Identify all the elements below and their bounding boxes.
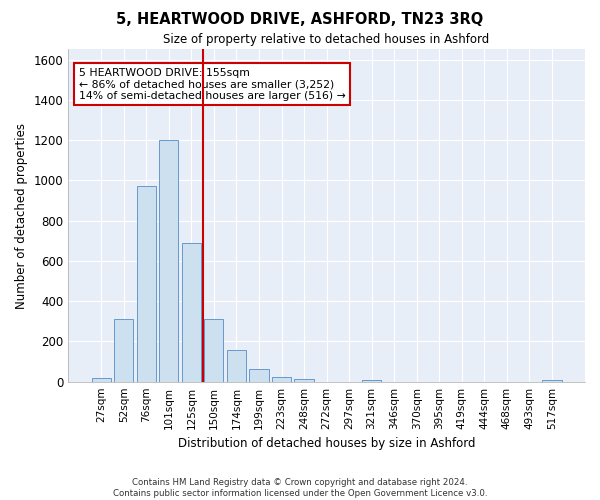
Bar	[92, 378, 111, 382]
Bar	[182, 242, 201, 382]
Bar	[250, 368, 269, 382]
Bar	[159, 140, 178, 382]
X-axis label: Distribution of detached houses by size in Ashford: Distribution of detached houses by size …	[178, 437, 475, 450]
Bar	[227, 350, 246, 382]
Text: 5 HEARTWOOD DRIVE: 155sqm
← 86% of detached houses are smaller (3,252)
14% of se: 5 HEARTWOOD DRIVE: 155sqm ← 86% of detac…	[79, 68, 345, 101]
Bar	[542, 380, 562, 382]
Title: Size of property relative to detached houses in Ashford: Size of property relative to detached ho…	[163, 32, 490, 46]
Bar	[362, 380, 381, 382]
Bar	[114, 320, 133, 382]
Text: Contains HM Land Registry data © Crown copyright and database right 2024.
Contai: Contains HM Land Registry data © Crown c…	[113, 478, 487, 498]
Bar	[137, 186, 156, 382]
Bar	[205, 320, 223, 382]
Text: 5, HEARTWOOD DRIVE, ASHFORD, TN23 3RQ: 5, HEARTWOOD DRIVE, ASHFORD, TN23 3RQ	[116, 12, 484, 28]
Bar	[295, 378, 314, 382]
Y-axis label: Number of detached properties: Number of detached properties	[15, 122, 28, 308]
Bar	[272, 376, 291, 382]
